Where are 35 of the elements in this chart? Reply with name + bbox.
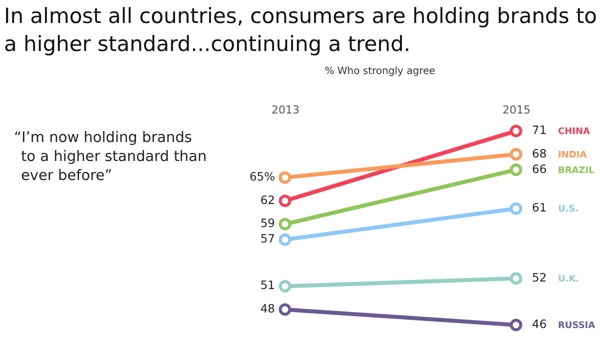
text: CHINA <box>558 127 590 137</box>
text: INDIA <box>558 150 587 160</box>
point <box>278 194 292 208</box>
point <box>510 272 522 285</box>
text: BRAZIL <box>558 166 595 176</box>
point <box>510 318 522 332</box>
data-label: 66 <box>532 162 547 176</box>
x-tick-label: 2015 <box>502 104 530 116</box>
data-label: 62 <box>260 192 275 207</box>
point <box>278 303 292 316</box>
text: U.K. <box>558 274 580 284</box>
chart-subtitle: % Who strongly agree <box>324 66 436 77</box>
chart-title: In almost all countries, consumers are holding brands to a higher standard...continuing a trend. <box>4 3 598 58</box>
point <box>278 233 292 246</box>
point <box>510 164 522 176</box>
data-label: 68 <box>532 146 547 160</box>
point <box>510 202 522 215</box>
data-label: 65% <box>249 170 276 184</box>
data-label: 51 <box>260 278 275 292</box>
point <box>510 124 522 138</box>
data-label: 57 <box>260 232 275 246</box>
data-label: 71 <box>532 123 547 137</box>
data-label: 61 <box>532 200 547 215</box>
point <box>510 148 522 161</box>
point <box>278 171 292 184</box>
x-tick-label: 2013 <box>272 104 300 116</box>
text: U.S. <box>558 204 579 215</box>
point <box>278 280 292 292</box>
data-label: 46 <box>532 317 547 331</box>
point <box>278 218 292 230</box>
annotation: “I’m now holding brands to a higher standard than ever before” <box>14 129 208 186</box>
data-label: 52 <box>532 270 547 284</box>
data-label: 59 <box>260 216 275 230</box>
text: RUSSIA <box>558 321 596 331</box>
data-label: 48 <box>260 301 275 316</box>
